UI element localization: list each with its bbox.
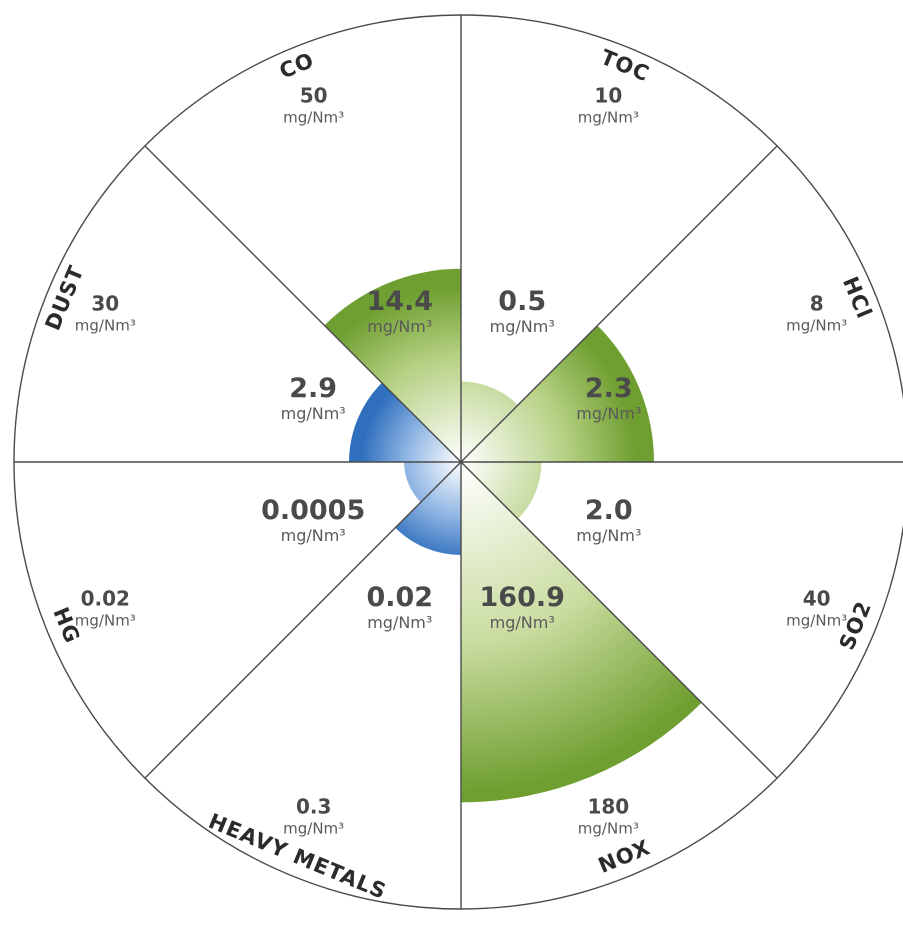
wedge-so2 — [461, 462, 542, 519]
limit-value-nox: 180 — [587, 795, 629, 819]
measured-value-hg: 0.0005 — [261, 495, 365, 526]
divider-line — [460, 461, 778, 779]
limit-unit-dust: mg/Nm³ — [75, 317, 136, 335]
divider-line — [460, 145, 778, 463]
measured-unit-nox: mg/Nm³ — [490, 613, 555, 632]
limit-unit-hg: mg/Nm³ — [75, 611, 136, 629]
sector-fills — [324, 268, 702, 803]
measured-value-toc: 0.5 — [498, 286, 546, 317]
divider-line — [144, 461, 462, 779]
measured-value-co: 14.4 — [366, 286, 433, 317]
limit-value-co: 50 — [300, 83, 328, 107]
measured-unit-heavy-metals: mg/Nm³ — [367, 613, 432, 632]
measured-value-heavy-metals: 0.02 — [366, 582, 433, 613]
limit-unit-so2: mg/Nm³ — [786, 611, 847, 629]
wedge-dust — [349, 382, 461, 462]
measured-value-so2: 2.0 — [585, 495, 633, 526]
wedge-co — [324, 268, 461, 462]
limit-unit-toc: mg/Nm³ — [578, 108, 639, 126]
wedge-hg — [404, 462, 461, 503]
sector-dividers — [14, 15, 903, 909]
measured-unit-so2: mg/Nm³ — [576, 526, 641, 545]
limit-value-toc: 10 — [594, 83, 622, 107]
limit-value-so2: 40 — [803, 586, 831, 610]
measured-unit-dust: mg/Nm³ — [281, 404, 346, 423]
measured-unit-toc: mg/Nm³ — [490, 317, 555, 336]
measured-value-dust: 2.9 — [289, 373, 337, 404]
limit-value-hcl: 8 — [810, 292, 824, 316]
measured-unit-hg: mg/Nm³ — [281, 526, 346, 545]
measured-value-hcl: 2.3 — [585, 373, 633, 404]
limit-unit-co: mg/Nm³ — [283, 108, 344, 126]
limit-unit-hcl: mg/Nm³ — [786, 317, 847, 335]
wedge-heavy-metals — [395, 462, 461, 555]
limit-value-heavy-metals: 0.3 — [296, 795, 331, 819]
measured-value-nox: 160.9 — [480, 582, 565, 613]
limit-unit-heavy-metals: mg/Nm³ — [283, 820, 344, 838]
limit-value-hg: 0.02 — [81, 586, 130, 610]
wedge-toc — [461, 381, 518, 462]
limit-value-dust: 30 — [91, 292, 119, 316]
wedge-hcl — [461, 325, 655, 462]
limit-unit-nox: mg/Nm³ — [578, 820, 639, 838]
measured-unit-co: mg/Nm³ — [367, 317, 432, 336]
divider-line — [144, 145, 462, 463]
measured-unit-hcl: mg/Nm³ — [576, 404, 641, 423]
wedge-nox — [461, 462, 702, 803]
